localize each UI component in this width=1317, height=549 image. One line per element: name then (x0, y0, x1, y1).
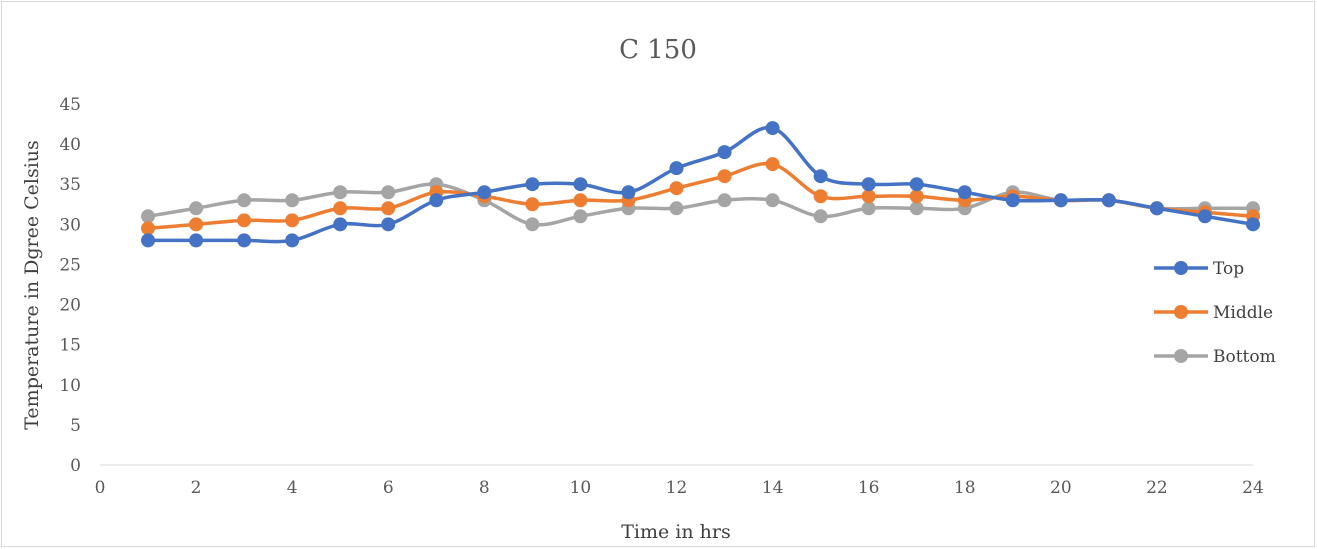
data-point-top (861, 177, 876, 192)
legend-marker-bottom (1174, 349, 1188, 363)
y-tick-label: 30 (59, 215, 81, 235)
data-point-bottom (717, 193, 732, 208)
data-point-top (381, 217, 396, 232)
y-tick-label: 35 (59, 175, 81, 195)
data-point-top (765, 121, 780, 136)
x-tick-label: 8 (479, 478, 490, 498)
data-point-bottom (909, 201, 924, 216)
y-axis-ticks: 0 5 10 15 20 25 30 35 40 45 (59, 95, 81, 476)
y-tick-label: 40 (59, 135, 81, 155)
data-point-bottom (381, 185, 396, 200)
chart-title: C 150 (619, 35, 697, 65)
data-point-bottom (573, 209, 588, 224)
x-tick-label: 16 (858, 478, 880, 498)
data-point-middle (813, 189, 828, 204)
x-tick-label: 12 (666, 478, 688, 498)
data-point-bottom (333, 185, 348, 200)
y-tick-label: 5 (70, 416, 81, 436)
data-point-middle (189, 217, 204, 232)
series-line-top (146, 125, 1255, 244)
data-point-middle (237, 213, 252, 228)
data-point-top (813, 169, 828, 184)
data-point-top (189, 233, 204, 248)
x-tick-label: 0 (95, 478, 106, 498)
x-tick-label: 4 (287, 478, 298, 498)
x-tick-label: 18 (954, 478, 976, 498)
data-point-middle (717, 169, 732, 184)
data-point-top (333, 217, 348, 232)
data-point-top (717, 145, 732, 160)
y-axis-title: Temperature in Dgree Celsius (21, 140, 43, 430)
data-point-top (525, 177, 540, 192)
data-point-top (141, 233, 156, 248)
series-lines (146, 125, 1255, 244)
data-point-middle (525, 197, 540, 212)
data-point-top (1005, 193, 1020, 208)
x-tick-label: 22 (1146, 478, 1168, 498)
x-axis-title: Time in hrs (621, 521, 730, 543)
data-point-top (1197, 209, 1212, 224)
data-point-bottom (237, 193, 252, 208)
data-point-middle (141, 221, 156, 236)
y-tick-label: 10 (59, 376, 81, 396)
legend: Top Middle Bottom (1154, 259, 1276, 367)
y-tick-label: 20 (59, 296, 81, 316)
legend-label-middle: Middle (1213, 303, 1273, 323)
data-point-bottom (189, 201, 204, 216)
series-line-bottom (146, 182, 1255, 227)
data-point-top (1053, 193, 1068, 208)
data-point-middle (573, 193, 588, 208)
data-point-middle (381, 201, 396, 216)
legend-marker-top (1174, 261, 1188, 275)
data-point-top (1149, 201, 1164, 216)
data-point-bottom (813, 209, 828, 224)
data-point-top (477, 185, 492, 200)
x-tick-label: 2 (191, 478, 202, 498)
legend-marker-middle (1174, 305, 1188, 319)
x-axis-ticks: 0 2 4 6 8 10 12 14 16 18 20 22 24 (95, 478, 1264, 498)
y-tick-label: 45 (59, 95, 81, 115)
data-point-middle (909, 189, 924, 204)
data-point-bottom (765, 193, 780, 208)
data-point-middle (669, 181, 684, 196)
x-tick-label: 10 (570, 478, 592, 498)
legend-label-top: Top (1213, 259, 1244, 279)
data-point-top (429, 193, 444, 208)
data-point-middle (765, 157, 780, 172)
data-point-top (285, 233, 300, 248)
data-point-top (621, 185, 636, 200)
y-tick-label: 0 (70, 456, 81, 476)
y-tick-label: 15 (59, 336, 81, 356)
data-point-top (1246, 217, 1260, 232)
data-point-bottom (669, 201, 684, 216)
x-tick-label: 6 (383, 478, 394, 498)
data-point-bottom (141, 209, 156, 224)
x-tick-label: 20 (1050, 478, 1072, 498)
x-tick-label: 24 (1242, 478, 1264, 498)
data-point-bottom (525, 217, 540, 232)
data-point-top (237, 233, 252, 248)
data-point-bottom (285, 193, 300, 208)
x-tick-label: 14 (762, 478, 784, 498)
data-point-middle (333, 201, 348, 216)
data-point-top (573, 177, 588, 192)
data-point-top (1101, 193, 1116, 208)
series-points (141, 121, 1260, 248)
data-point-middle (285, 213, 300, 228)
data-point-bottom (861, 201, 876, 216)
legend-label-bottom: Bottom (1213, 347, 1276, 367)
data-point-top (669, 161, 684, 176)
data-point-middle (861, 189, 876, 204)
data-point-top (957, 185, 972, 200)
y-tick-label: 25 (59, 255, 81, 275)
data-point-top (909, 177, 924, 192)
